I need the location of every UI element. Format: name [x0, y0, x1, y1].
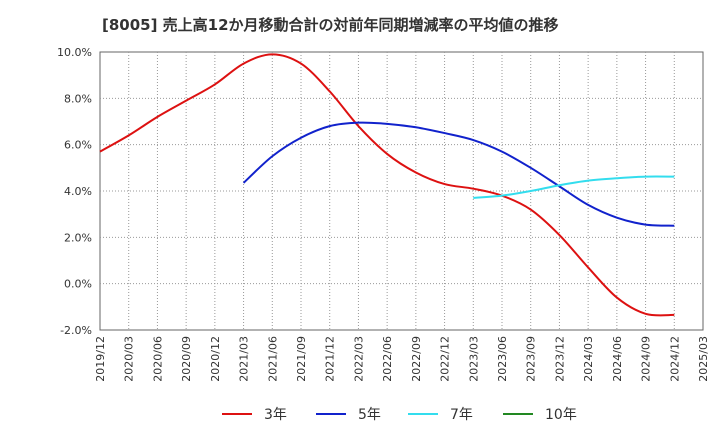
x-tick-label: 2023/09	[525, 336, 538, 382]
x-tick-label: 2020/06	[151, 336, 164, 382]
legend-label-3: 10年	[545, 407, 577, 423]
y-tick-label: 0.0%	[64, 278, 92, 291]
y-axis: -2.0% 0.0% 2.0% 4.0% 6.0% 8.0% 10.0%	[57, 46, 92, 337]
x-tick-label: 2022/06	[381, 336, 394, 382]
y-tick-label: -2.0%	[60, 324, 92, 337]
grid-layer	[100, 52, 703, 330]
x-tick-label: 2022/09	[410, 336, 423, 382]
x-tick-label: 2020/03	[123, 336, 136, 382]
legend: 3年 5年 7年 10年	[222, 407, 577, 423]
x-tick-label: 2025/03	[697, 336, 710, 382]
x-tick-label: 2020/09	[180, 336, 193, 382]
x-tick-label: 2021/12	[324, 336, 337, 382]
y-tick-label: 8.0%	[64, 92, 92, 105]
x-tick-label: 2023/03	[467, 336, 480, 382]
x-tick-label: 2021/06	[266, 336, 279, 382]
x-tick-label: 2021/09	[295, 336, 308, 382]
x-tick-label: 2022/12	[439, 336, 452, 382]
y-tick-label: 2.0%	[64, 231, 92, 244]
y-tick-label: 6.0%	[64, 139, 92, 152]
series-layer	[99, 53, 675, 317]
y-tick-label: 4.0%	[64, 185, 92, 198]
x-tick-label: 2020/12	[209, 336, 222, 382]
y-tick-label: 10.0%	[57, 46, 92, 59]
x-tick-label: 2021/03	[238, 336, 251, 382]
x-tick-label: 2024/06	[611, 336, 624, 382]
x-tick-label: 2022/03	[352, 336, 365, 382]
x-tick-label: 2024/03	[582, 336, 595, 382]
legend-label-0: 3年	[264, 407, 287, 423]
x-axis: 2019/12 2020/03 2020/06 2020/09 2020/12 2021/…	[94, 336, 710, 382]
series-line-0	[99, 53, 675, 317]
series-line-1	[242, 121, 675, 227]
x-tick-label: 2024/12	[668, 336, 681, 382]
legend-label-1: 5年	[358, 407, 381, 423]
x-tick-label: 2023/12	[553, 336, 566, 382]
series-line-2	[473, 175, 675, 199]
legend-label-2: 7年	[450, 407, 473, 423]
chart-title: [8005] 売上高12か月移動合計の対前年同期増減率の平均値の推移	[102, 16, 559, 34]
x-tick-label: 2024/09	[640, 336, 653, 382]
x-tick-label: 2019/12	[94, 336, 107, 382]
x-tick-label: 2023/06	[496, 336, 509, 382]
